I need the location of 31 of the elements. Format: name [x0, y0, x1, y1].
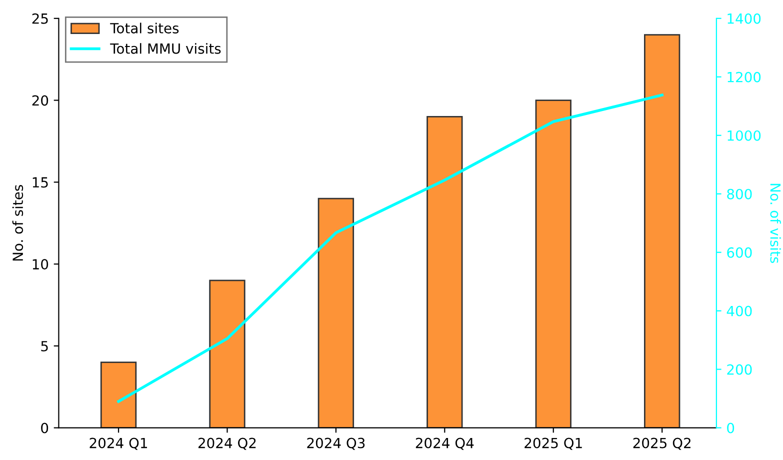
y2-tick-label: 600	[727, 247, 752, 258]
bar	[100, 362, 137, 428]
x-tick-label: 2024 Q4	[416, 438, 474, 450]
y-tick-label: 20	[32, 95, 48, 106]
x-tick-label: 2025 Q1	[524, 438, 582, 450]
legend-label: Total sites	[110, 22, 179, 34]
y-axis-title: No. of sites	[12, 184, 24, 261]
y2-tick-label: 200	[727, 364, 752, 375]
y-tick-label: 15	[32, 177, 48, 188]
y2-tick-label: 1400	[728, 13, 761, 24]
bar	[426, 116, 463, 428]
x-tick-label: 2024 Q3	[307, 438, 365, 450]
x-tick-label: 2024 Q2	[198, 438, 256, 450]
bar	[535, 100, 572, 428]
y2-tick-label: 1200	[728, 72, 761, 82]
y2-tick-label: 0	[727, 422, 734, 434]
legend-label: Total MMU visits	[110, 43, 221, 54]
line-series	[117, 94, 664, 403]
y-tick-label: 25	[32, 13, 48, 24]
bar	[644, 34, 680, 428]
y2-tick-label: 1000	[728, 130, 761, 141]
y2-tick-label: 800	[727, 188, 752, 200]
y2-tick-label: 400	[726, 306, 752, 316]
y-tick-label: 5	[41, 341, 48, 352]
x-tick-label: 2024 Q1	[90, 438, 147, 450]
x-tick-label: 2025 Q2	[633, 438, 690, 450]
y-tick-label: 0	[41, 422, 48, 434]
y2-axis-title: No. of visits	[770, 184, 781, 263]
y-tick-label: 10	[32, 259, 48, 270]
bar	[318, 198, 354, 428]
bar	[209, 280, 246, 428]
